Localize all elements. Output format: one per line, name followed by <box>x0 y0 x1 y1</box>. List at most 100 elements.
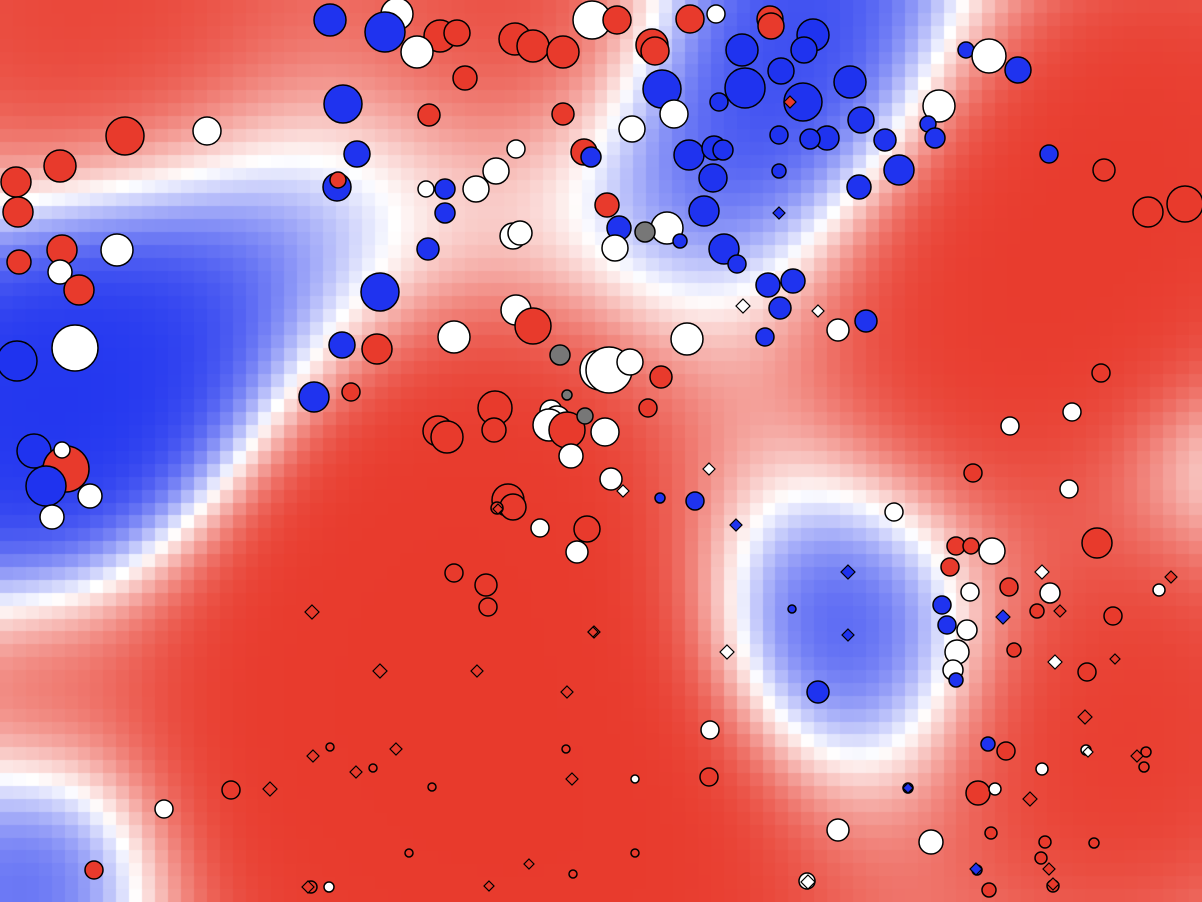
scatter-point-red <box>675 4 705 34</box>
scatter-point-red <box>84 860 104 880</box>
scatter-point-red <box>996 741 1016 761</box>
scatter-point-red <box>1081 527 1113 559</box>
scatter-point-red <box>221 780 241 800</box>
scatter-point-white <box>978 537 1006 565</box>
scatter-point-blue <box>698 163 728 193</box>
scatter-point-gray <box>561 389 573 401</box>
scatter-point-red <box>1006 642 1022 658</box>
diamond-point-red <box>783 95 797 109</box>
scatter-point-blue <box>787 604 797 614</box>
diamond-point-red <box>470 664 484 678</box>
scatter-point-blue <box>313 3 347 37</box>
scatter-point-red <box>640 36 670 66</box>
scatter-point-blue <box>771 163 787 179</box>
scatter-point-red <box>602 5 632 35</box>
diamond-point-white <box>1082 746 1094 758</box>
scatter-point-red <box>443 19 471 47</box>
scatter-point-blue <box>712 139 734 161</box>
scatter-point-red <box>417 103 441 127</box>
diamond-point-red <box>1164 570 1178 584</box>
scatter-point-gray <box>549 344 571 366</box>
scatter-point-white <box>956 619 978 641</box>
scatter-point-red <box>474 573 498 597</box>
scatter-point-white <box>826 818 850 842</box>
scatter-point-red <box>649 365 673 389</box>
scatter-point-blue <box>0 340 38 382</box>
diamond-point-red <box>492 503 504 515</box>
scatter-point-blue <box>343 140 371 168</box>
scatter-point-white <box>39 504 65 530</box>
diamond-point-white <box>1047 654 1063 670</box>
scatter-point-blue <box>364 11 406 53</box>
scatter-point-red <box>561 744 571 754</box>
scatter-point-white <box>1035 762 1049 776</box>
scatter-point-blue <box>672 233 688 249</box>
scatter-point-blue <box>360 272 400 312</box>
diamond-point-white <box>811 304 825 318</box>
diamond-point-white <box>702 462 716 476</box>
scatter-point-white <box>618 115 646 143</box>
scatter-point-white <box>960 582 980 602</box>
diamond-point-red <box>523 858 535 870</box>
scatter-point-blue <box>654 492 666 504</box>
diamond-point-blue <box>902 782 914 794</box>
scatter-point-blue <box>755 327 775 347</box>
scatter-point-red <box>6 249 32 275</box>
scatter-point-red <box>999 577 1019 597</box>
diamond-point-red <box>483 880 495 892</box>
scatter-point-white <box>590 417 620 447</box>
diamond-point-white <box>800 874 816 890</box>
scatter-point-blue <box>323 84 363 124</box>
scatter-point-white <box>884 502 904 522</box>
scatter-point-red <box>984 826 998 840</box>
scatter-point-white <box>507 220 533 246</box>
scatter-point-blue <box>932 595 952 615</box>
diamond-point-blue <box>841 628 855 642</box>
scatter-point-white <box>400 35 434 69</box>
scatter-point-blue <box>688 195 720 227</box>
scatter-point-red <box>1103 606 1123 626</box>
scatter-point-red <box>1166 185 1202 223</box>
scatter-point-blue <box>328 331 356 359</box>
scatter-point-blue <box>854 309 878 333</box>
scatter-point-red <box>963 463 983 483</box>
scatter-point-red <box>481 417 507 443</box>
scatter-point-white <box>1152 583 1166 597</box>
scatter-point-blue <box>673 139 705 171</box>
scatter-point-red <box>444 563 464 583</box>
scatter-point-white <box>530 518 550 538</box>
scatter-point-white <box>659 99 689 129</box>
scatter-point-blue <box>924 127 946 149</box>
diamond-point-red <box>1130 749 1144 763</box>
scatter-point-white <box>192 116 222 146</box>
scatter-point-white <box>630 774 640 784</box>
scatter-point-blue <box>725 33 759 67</box>
diamond-point-blue <box>969 862 983 876</box>
diamond-point-red <box>1109 653 1121 665</box>
scatter-point-red <box>2 196 34 228</box>
diamond-point-blue <box>772 206 786 220</box>
diamond-point-red <box>565 772 579 786</box>
scatter-point-red <box>1138 761 1150 773</box>
scatter-point-red <box>699 767 719 787</box>
diamond-point-blue <box>995 609 1011 625</box>
scatter-point-red <box>568 869 578 879</box>
scatter-point-red <box>430 420 464 454</box>
diamond-point-white <box>719 644 735 660</box>
scatter-point-red <box>551 102 575 126</box>
scatter-point-red <box>1088 837 1100 849</box>
scatter-point-blue <box>685 491 705 511</box>
scatter-point-blue <box>937 615 957 635</box>
scatter-point-red <box>499 493 527 521</box>
diamond-point-red <box>1042 862 1056 876</box>
scatter-point-white <box>506 139 526 159</box>
scatter-point-red <box>368 763 378 773</box>
scatter-point-red <box>452 65 478 91</box>
diamond-point-red <box>306 749 320 763</box>
scatter-point-blue <box>873 128 897 152</box>
scatter-point-red <box>1077 662 1097 682</box>
scatter-point-red <box>361 333 393 365</box>
